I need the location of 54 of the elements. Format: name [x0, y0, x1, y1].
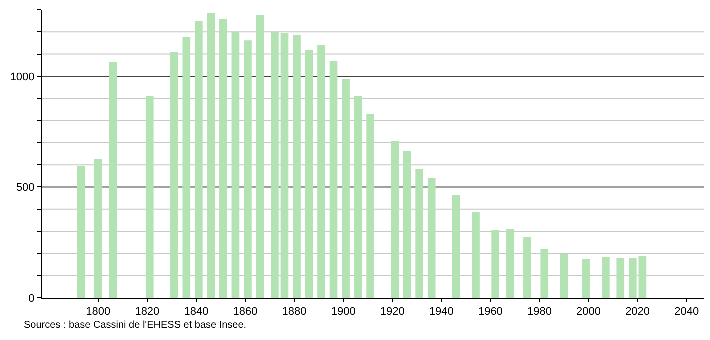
bar	[616, 258, 625, 298]
x-tick-label: 2020	[626, 306, 650, 318]
x-tick-label: 1940	[429, 306, 454, 318]
bar	[506, 229, 514, 298]
bar	[524, 237, 532, 298]
x-tick-label: 1840	[184, 306, 209, 318]
bar	[182, 37, 191, 298]
bar	[560, 254, 568, 298]
bar	[256, 16, 264, 298]
y-tick-label: 500	[16, 182, 35, 194]
bar	[391, 141, 399, 298]
bar	[403, 151, 412, 298]
bar	[318, 45, 326, 298]
bar	[244, 40, 252, 298]
bar	[305, 50, 314, 298]
bar	[280, 33, 289, 298]
x-tick-label: 1900	[331, 306, 356, 318]
source-note: Sources : base Cassini de l'EHESS et base Insee.	[24, 320, 247, 331]
x-tick-label: 1860	[233, 306, 258, 318]
y-tick-label: 1000	[10, 71, 35, 84]
bar	[195, 22, 203, 298]
bar	[77, 166, 86, 298]
bar	[582, 259, 590, 298]
bar	[330, 61, 338, 298]
bar	[293, 35, 301, 298]
bar	[220, 20, 228, 298]
bar	[638, 256, 647, 298]
x-tick-label: 1820	[135, 306, 160, 318]
x-tick-label: 1960	[478, 306, 503, 318]
bar	[146, 96, 154, 298]
bar	[354, 96, 362, 298]
bar	[271, 32, 279, 298]
bar	[342, 80, 350, 298]
bar	[170, 52, 178, 298]
x-tick-label: 1880	[282, 306, 307, 318]
bar	[628, 258, 637, 298]
bar	[416, 169, 424, 298]
bar	[94, 159, 102, 298]
bar	[232, 32, 240, 298]
bar	[109, 62, 118, 298]
x-tick-label: 1920	[380, 306, 405, 318]
bar	[428, 178, 436, 298]
bar	[207, 14, 216, 298]
x-tick-label: 1800	[86, 306, 111, 318]
bar	[492, 230, 500, 298]
bar	[472, 212, 480, 298]
y-tick-label: 0	[28, 292, 35, 305]
bar	[540, 249, 549, 298]
x-tick-label: 2000	[576, 306, 601, 318]
bar	[602, 257, 610, 298]
x-tick-label: 1980	[527, 306, 552, 318]
x-tick-label: 2040	[674, 306, 700, 318]
bar	[366, 114, 374, 298]
bar	[452, 195, 460, 298]
